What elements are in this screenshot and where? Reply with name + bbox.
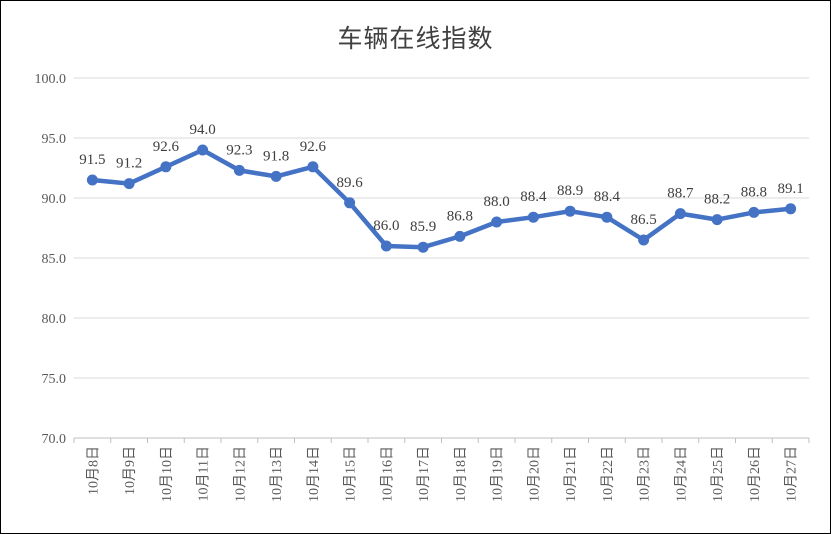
data-label: 89.1	[778, 181, 804, 197]
data-label: 92.6	[153, 139, 180, 155]
data-point	[417, 241, 429, 253]
data-label: 89.6	[337, 175, 364, 191]
data-labels: 91.5 91.2 92.6 94.0 92.3 91.8 92.6 89.6 86.0 85.9…	[79, 122, 804, 235]
data-label: 86.8	[447, 208, 473, 224]
data-label: 92.3	[226, 142, 252, 158]
data-label: 88.9	[557, 183, 583, 199]
data-point	[785, 203, 797, 215]
data-label: 88.8	[741, 184, 767, 200]
x-tick-label: 10月18日	[453, 446, 469, 502]
y-tick-label: 75.0	[42, 372, 67, 387]
y-tick-label: 70.0	[42, 432, 67, 447]
x-tick-label: 10月14日	[306, 446, 322, 502]
x-tick-label: 10月10日	[159, 446, 175, 502]
data-point	[454, 230, 466, 242]
data-point	[123, 178, 135, 190]
x-tick-label: 10月16日	[379, 446, 395, 502]
data-label: 86.5	[631, 212, 657, 228]
x-tick-label: 10月22日	[600, 446, 616, 502]
data-point	[160, 161, 172, 173]
data-point	[380, 240, 392, 252]
data-point	[748, 206, 760, 218]
data-label: 91.5	[79, 152, 105, 168]
data-label: 94.0	[190, 122, 216, 138]
data-point	[711, 214, 723, 226]
data-label: 88.2	[704, 192, 730, 208]
data-point	[344, 197, 356, 209]
data-label: 88.4	[594, 189, 621, 205]
x-tick-label: 10月19日	[490, 446, 506, 502]
data-point	[270, 170, 282, 182]
data-point	[638, 234, 650, 246]
x-tick-label: 10月12日	[232, 446, 248, 502]
data-label: 86.0	[373, 218, 399, 234]
gridlines	[74, 77, 809, 379]
x-tick-label: 10月8日	[85, 446, 101, 495]
data-label: 92.6	[300, 139, 327, 155]
data-point	[564, 205, 576, 217]
data-label: 91.8	[263, 148, 289, 164]
data-point	[527, 211, 539, 223]
x-tick-label: 10月23日	[637, 446, 653, 502]
x-tick-label: 10月21日	[563, 446, 579, 502]
x-tick-label: 10月24日	[673, 446, 689, 502]
data-label: 91.2	[116, 156, 142, 172]
x-tick-label: 10月17日	[416, 446, 432, 502]
y-tick-label: 80.0	[42, 312, 67, 327]
data-label: 85.9	[410, 219, 436, 235]
data-point	[491, 216, 503, 228]
y-tick-label: 95.0	[42, 132, 67, 147]
data-point	[307, 161, 319, 173]
data-point	[86, 174, 98, 186]
data-point	[233, 164, 245, 176]
data-label: 88.7	[667, 186, 694, 202]
data-point	[197, 144, 209, 156]
x-tick-label: 10月25日	[710, 446, 726, 502]
x-tick-label: 10月15日	[343, 446, 359, 502]
x-tick-label: 10月26日	[747, 446, 763, 502]
data-point	[601, 211, 613, 223]
x-tick-label: 10月20日	[526, 446, 542, 502]
x-tick-label: 10月11日	[196, 446, 212, 501]
x-tick-label: 10月13日	[269, 446, 285, 502]
series-line	[86, 144, 797, 253]
data-point	[674, 208, 686, 220]
data-label: 88.0	[484, 194, 510, 210]
y-tick-label: 90.0	[42, 192, 67, 207]
series-polyline	[90, 147, 793, 250]
x-tick-label: 10月9日	[122, 446, 138, 495]
chart-title: 车辆在线指数	[337, 24, 494, 53]
data-label: 88.4	[520, 189, 547, 205]
y-tick-label: 100.0	[35, 72, 67, 87]
y-axis: 70.0 75.0 80.0 85.0 90.0 95.0 100.0	[35, 72, 67, 447]
x-tick-label: 10月27日	[784, 446, 800, 502]
x-axis: 10月8日 10月9日 10月10日 10月11日 10月12日 10月13日 10月14日…	[73, 437, 810, 502]
y-tick-label: 85.0	[42, 252, 67, 267]
